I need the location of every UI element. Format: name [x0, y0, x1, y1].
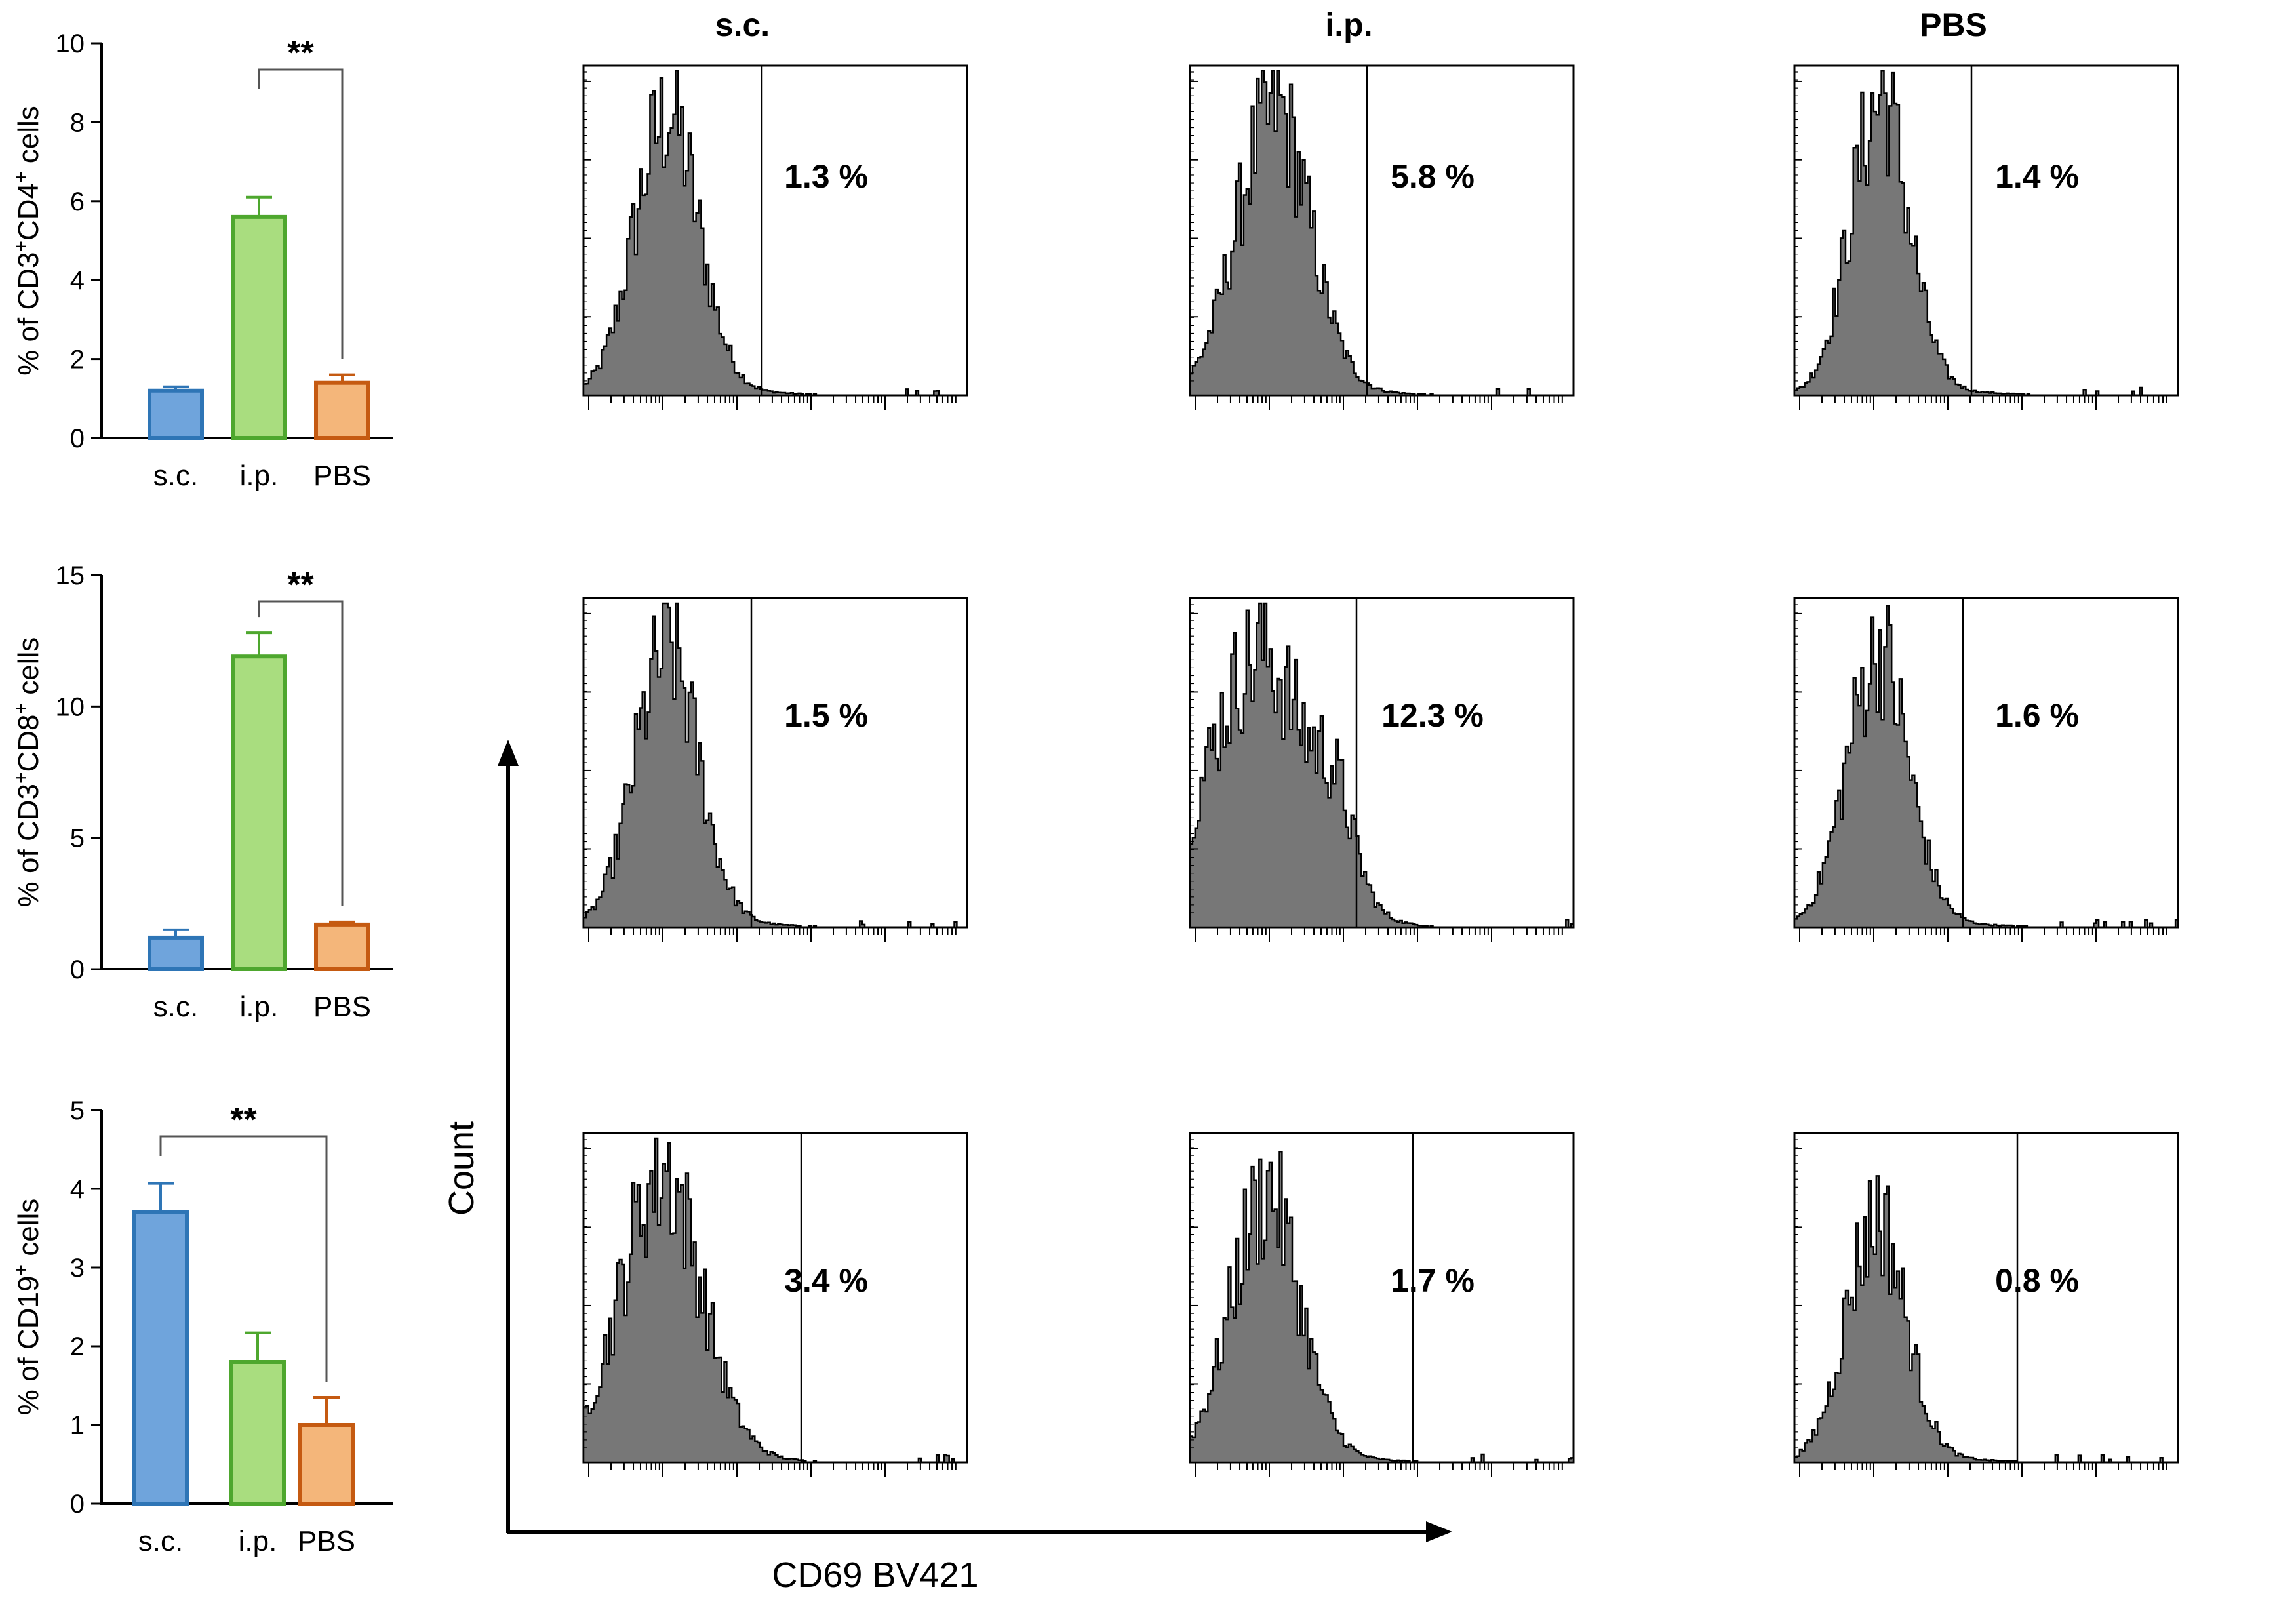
y-title-part: cells [12, 1199, 45, 1264]
gate-percentage: 1.4 % [1995, 158, 2079, 195]
y-title-part: cells [12, 637, 45, 703]
y-title-part: % of CD3 [12, 252, 45, 376]
y-tick-label: 6 [70, 188, 85, 216]
cd69-axis-arrowhead [1426, 1521, 1452, 1542]
histogram-distribution [1793, 1175, 2178, 1464]
category-label: s.c. [153, 991, 198, 1023]
histogram-panel: 3.4 % [582, 1132, 968, 1477]
superscript-plus: + [10, 703, 32, 715]
shared-axes: Count CD69 BV421 [442, 740, 1452, 1595]
y-tick-label: 3 [70, 1254, 85, 1283]
y-tick-label: 2 [70, 346, 85, 374]
significance-bracket [258, 600, 344, 906]
superscript-plus: + [10, 772, 32, 784]
gate-percentage: 1.6 % [1995, 697, 2079, 734]
y-title-part: CD8 [12, 714, 45, 772]
y-title-part: CD4 [12, 183, 45, 241]
y-tick-label: 10 [56, 692, 85, 721]
y-tick-label: 4 [70, 266, 85, 295]
cd69-axis-title: CD69 BV421 [772, 1555, 978, 1595]
y-axis-title: % of CD3+CD4+ cells [10, 106, 45, 376]
category-label: i.p. [240, 991, 279, 1023]
category-label: PBS [298, 1525, 355, 1557]
histogram-panel: 5.8 % [1189, 64, 1575, 410]
y-axis-title: % of CD19+ cells [10, 1199, 45, 1416]
y-title-part: % of CD3 [12, 784, 45, 907]
y-tick-label: 10 [56, 30, 85, 58]
histogram-panel: 0.8 % [1793, 1132, 2179, 1477]
bar-s.c. [132, 1210, 189, 1506]
y-tick-label: 0 [70, 1490, 85, 1519]
y-tick-label: 2 [70, 1332, 85, 1361]
histogram-panel: 12.3 % [1189, 597, 1575, 942]
superscript-plus: + [10, 171, 32, 183]
significance-bracket [159, 1135, 328, 1382]
significance-label: ** [230, 1101, 257, 1139]
y-tick-label: 4 [70, 1175, 85, 1204]
histogram-panel: 1.5 % [582, 597, 968, 942]
y-tick-label: 15 [56, 561, 85, 590]
histogram-distribution [1189, 602, 1575, 929]
significance-label: ** [287, 34, 314, 72]
bar-i.p. [229, 1360, 286, 1506]
category-label: PBS [313, 460, 371, 492]
significance-label: ** [287, 566, 314, 604]
column-title: s.c. [715, 7, 770, 43]
gate-percentage: 12.3 % [1381, 697, 1484, 734]
histogram-grid: s.c. i.p. PBS 1.3 % 5.8 % 1.4 % 1.5 % 12.3 % 1.6… [442, 7, 2179, 1595]
count-axis-arrowhead [498, 740, 519, 766]
category-label: PBS [313, 991, 371, 1023]
gate-percentage: 1.7 % [1391, 1262, 1475, 1299]
y-tick-label: 1 [70, 1411, 85, 1440]
gate-percentage: 3.4 % [784, 1262, 868, 1299]
category-label: s.c. [153, 460, 198, 492]
y-tick-label: 0 [70, 955, 85, 984]
bar-i.p. [231, 654, 287, 971]
histogram-panel: 1.4 % [1793, 64, 2179, 410]
histogram-distribution [582, 602, 967, 929]
superscript-plus: + [10, 241, 32, 252]
significance-bracket [258, 68, 344, 359]
bar-i.p. [231, 214, 287, 440]
column-title: PBS [1920, 7, 1987, 43]
y-tick-label: 5 [70, 824, 85, 853]
superscript-plus: + [10, 1264, 32, 1276]
bar-s.c. [148, 935, 204, 972]
gate-percentage: 1.3 % [784, 158, 868, 195]
bar-PBS [314, 922, 370, 972]
gate-percentage: 0.8 % [1995, 1262, 2079, 1299]
histogram-panel: 1.7 % [1189, 1132, 1575, 1477]
bar-PBS [314, 380, 370, 440]
histogram-distribution [1189, 1150, 1575, 1464]
y-tick-label: 8 [70, 108, 85, 137]
gate-percentage: 1.5 % [784, 697, 868, 734]
bar-PBS [298, 1423, 355, 1506]
category-label: i.p. [239, 1525, 277, 1557]
bar-chart-3: 0 1 2 3 4 5 % of CD19+ cells s.c. i.p. PBS ** [10, 1096, 393, 1557]
y-title-part: cells [12, 106, 45, 171]
histogram-distribution [1793, 605, 2179, 929]
count-axis-title: Count [442, 1121, 481, 1216]
y-title-part: % of CD19 [12, 1276, 45, 1416]
y-tick-label: 0 [70, 424, 85, 453]
y-tick-label: 5 [70, 1096, 85, 1125]
category-label: i.p. [240, 460, 279, 492]
histogram-panel: 1.3 % [582, 64, 968, 410]
histogram-distribution [582, 1137, 967, 1464]
column-title: i.p. [1325, 7, 1372, 43]
category-label: s.c. [138, 1525, 183, 1557]
y-axis-title: % of CD3+CD8+ cells [10, 637, 45, 908]
bar-s.c. [148, 388, 204, 441]
histogram-panel: 1.6 % [1793, 597, 2179, 942]
gate-percentage: 5.8 % [1391, 158, 1475, 195]
